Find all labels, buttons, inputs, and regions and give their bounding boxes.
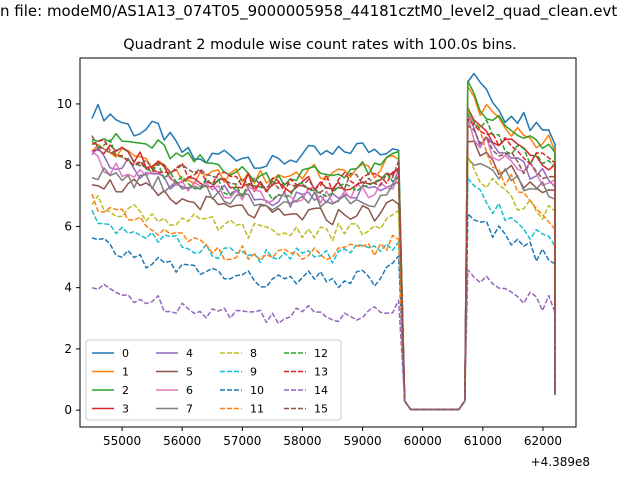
series-line-9 [91,177,556,411]
x-tick-label: 58000 [283,434,321,448]
legend-label-9: 9 [250,366,257,379]
series-line-12 [91,107,556,411]
figure-suptitle: n file: modeM0/AS1A13_074T05_9000005958_… [0,2,618,20]
y-tick-label: 10 [57,97,72,111]
legend-label-14: 14 [314,384,328,397]
legend-label-13: 13 [314,366,328,379]
legend-label-1: 1 [122,366,129,379]
series-line-15 [91,124,556,411]
series-line-7 [91,157,556,411]
legend-label-8: 8 [250,347,257,360]
series-line-14 [91,268,556,411]
legend-label-2: 2 [122,384,129,397]
x-tick-label: 60000 [404,434,442,448]
series-line-10 [91,212,556,411]
legend-label-7: 7 [186,403,193,416]
chart-title: Quadrant 2 module wise count rates with … [123,37,517,53]
x-tick-label: 59000 [343,434,381,448]
series-lines [91,72,556,411]
y-tick-label: 8 [64,158,72,172]
series-line-11 [91,108,556,411]
series-line-0 [91,72,556,411]
y-tick-label: 2 [64,342,72,356]
legend-box [85,339,342,421]
x-axis: 55000 56000 57000 58000 59000 60000 61000 62000 [103,427,562,448]
x-tick-label: 61000 [464,434,502,448]
legend-label-6: 6 [186,384,193,397]
x-offset-label: +4.389e8 [531,455,590,469]
legend-label-10: 10 [250,384,264,397]
legend-label-3: 3 [122,403,129,416]
x-tick-label: 56000 [163,434,201,448]
legend-label-11: 11 [250,403,264,416]
y-tick-label: 4 [64,281,72,295]
legend-label-4: 4 [186,347,193,360]
legend-label-0: 0 [122,347,129,360]
y-axis: 0 2 4 6 8 10 [57,97,80,417]
y-tick-label: 0 [64,403,72,417]
x-tick-label: 62000 [524,434,562,448]
legend-label-5: 5 [186,366,193,379]
x-tick-label: 55000 [103,434,141,448]
series-line-3 [91,107,556,411]
legend-label-12: 12 [314,347,328,360]
plot-frame [79,57,577,428]
series-line-13 [91,118,556,411]
x-tick-label: 57000 [223,434,261,448]
legend-label-15: 15 [314,403,328,416]
series-line-2 [91,80,556,411]
y-tick-label: 6 [64,219,72,233]
series-line-8 [91,155,556,411]
